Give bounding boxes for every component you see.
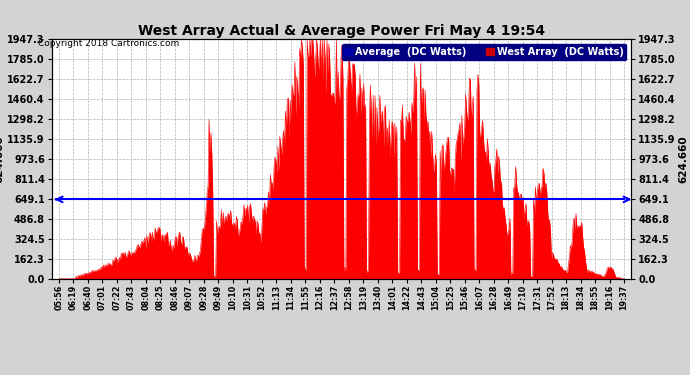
- Text: Copyright 2018 Cartronics.com: Copyright 2018 Cartronics.com: [38, 39, 179, 48]
- Legend: Average  (DC Watts), West Array  (DC Watts): Average (DC Watts), West Array (DC Watts…: [342, 44, 627, 60]
- Y-axis label: 624.660: 624.660: [0, 136, 4, 183]
- Y-axis label: 624.660: 624.660: [679, 136, 689, 183]
- Title: West Array Actual & Average Power Fri May 4 19:54: West Array Actual & Average Power Fri Ma…: [138, 24, 545, 38]
